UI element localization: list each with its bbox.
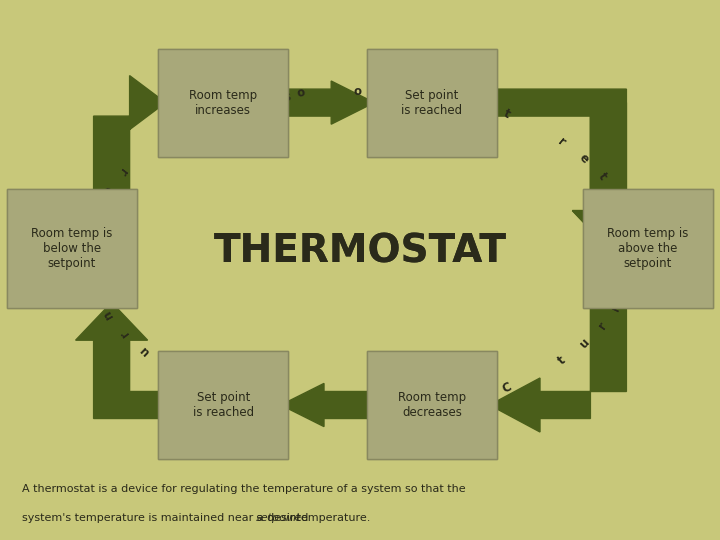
FancyBboxPatch shape	[7, 189, 137, 308]
Polygon shape	[572, 103, 644, 248]
Text: f: f	[81, 228, 95, 235]
Text: A thermostat is a device for regulating the temperature of a system so that the: A thermostat is a device for regulating …	[22, 484, 465, 494]
Text: temperature.: temperature.	[293, 514, 370, 523]
FancyBboxPatch shape	[583, 189, 713, 308]
Text: f: f	[229, 100, 238, 114]
Text: Room temp
decreases: Room temp decreases	[398, 391, 466, 419]
Text: Set point
is reached: Set point is reached	[402, 89, 462, 117]
Text: o: o	[296, 86, 306, 100]
FancyBboxPatch shape	[7, 189, 137, 308]
Text: a: a	[610, 189, 625, 202]
Text: t: t	[88, 206, 102, 215]
Text: Room temp is
above the
setpoint: Room temp is above the setpoint	[607, 227, 689, 270]
Polygon shape	[281, 383, 374, 427]
Text: u: u	[577, 336, 592, 352]
Text: s: s	[89, 289, 104, 300]
Text: setpoint: setpoint	[256, 514, 301, 523]
Text: n: n	[247, 94, 259, 110]
Text: a: a	[81, 226, 96, 237]
Text: s: s	[620, 281, 634, 292]
Text: o: o	[626, 240, 640, 248]
Text: u: u	[185, 116, 199, 131]
Text: r: r	[438, 90, 446, 104]
FancyBboxPatch shape	[158, 351, 288, 459]
Text: H: H	[626, 231, 639, 242]
Text: C: C	[219, 384, 232, 400]
Text: t: t	[555, 354, 568, 367]
Text: Room temp is
below the
setpoint: Room temp is below the setpoint	[31, 227, 113, 270]
Text: t: t	[502, 107, 513, 122]
Text: r: r	[555, 135, 568, 148]
Text: e: e	[620, 211, 634, 222]
Polygon shape	[490, 89, 644, 248]
Text: o: o	[354, 83, 361, 96]
FancyBboxPatch shape	[367, 49, 497, 157]
Text: THERMOSTAT: THERMOSTAT	[214, 232, 506, 270]
Text: Set point
is reached: Set point is reached	[193, 391, 253, 419]
Text: n: n	[100, 308, 116, 321]
Text: r: r	[115, 165, 129, 178]
Text: u: u	[137, 343, 152, 359]
Polygon shape	[76, 302, 166, 418]
Text: s: s	[282, 88, 292, 102]
Text: t: t	[158, 131, 171, 144]
FancyBboxPatch shape	[367, 351, 497, 459]
Text: e: e	[80, 248, 93, 256]
Text: system's temperature is maintained near a desired: system's temperature is maintained near …	[22, 514, 312, 523]
Text: n: n	[622, 218, 636, 228]
Text: n: n	[389, 84, 398, 97]
Text: Room temp
increases: Room temp increases	[189, 89, 257, 117]
Text: f: f	[88, 206, 102, 215]
Text: A: A	[469, 390, 482, 406]
Text: r: r	[595, 320, 610, 332]
Text: Room temp
increases: Room temp increases	[189, 89, 257, 117]
Text: C: C	[500, 380, 514, 395]
Text: Room temp is
below the
setpoint: Room temp is below the setpoint	[31, 227, 113, 270]
Polygon shape	[490, 302, 626, 432]
FancyBboxPatch shape	[158, 49, 288, 157]
FancyBboxPatch shape	[367, 49, 497, 157]
Text: Set point
is reached: Set point is reached	[402, 89, 462, 117]
Text: Room temp
decreases: Room temp decreases	[398, 391, 466, 419]
Text: s: s	[368, 83, 376, 96]
Text: Room temp is
above the
setpoint: Room temp is above the setpoint	[607, 227, 689, 270]
FancyBboxPatch shape	[158, 351, 288, 459]
Text: Set point
is reached: Set point is reached	[193, 391, 253, 419]
Polygon shape	[281, 81, 374, 124]
Text: u: u	[469, 97, 482, 112]
Text: o: o	[80, 248, 93, 256]
Text: e: e	[99, 184, 114, 197]
FancyBboxPatch shape	[367, 351, 497, 459]
Polygon shape	[94, 76, 166, 248]
Text: H: H	[82, 268, 96, 280]
Text: n: n	[402, 85, 413, 99]
Text: n: n	[609, 300, 625, 313]
Text: t: t	[595, 170, 610, 183]
Text: r: r	[216, 104, 227, 119]
Text: THERMOSTAT: THERMOSTAT	[214, 232, 506, 270]
Text: e: e	[577, 151, 592, 166]
Text: A: A	[251, 394, 264, 409]
FancyBboxPatch shape	[583, 189, 713, 308]
FancyBboxPatch shape	[158, 49, 288, 157]
Text: t: t	[162, 360, 174, 374]
Text: f: f	[262, 92, 271, 106]
Text: r: r	[117, 327, 131, 340]
